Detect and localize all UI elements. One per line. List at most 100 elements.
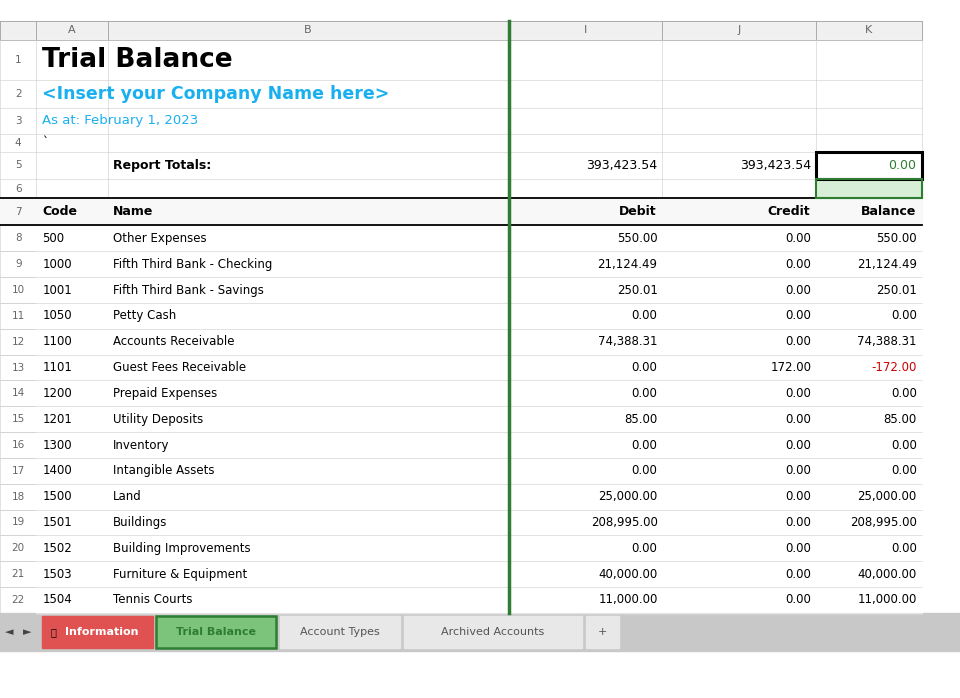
Polygon shape (0, 510, 922, 535)
Text: 11,000.00: 11,000.00 (857, 593, 917, 607)
Text: 1504: 1504 (42, 593, 72, 607)
Text: 0.00: 0.00 (891, 542, 917, 555)
Polygon shape (0, 108, 922, 134)
Polygon shape (0, 561, 922, 587)
Polygon shape (0, 355, 922, 380)
Polygon shape (0, 613, 960, 651)
Text: 0.00: 0.00 (632, 309, 658, 322)
Polygon shape (0, 40, 922, 80)
Polygon shape (36, 380, 922, 406)
Text: 1100: 1100 (42, 335, 72, 348)
Bar (816, 152, 922, 179)
Text: 0.00: 0.00 (632, 542, 658, 555)
Text: 1502: 1502 (42, 542, 72, 555)
Text: 13: 13 (12, 362, 25, 373)
Polygon shape (0, 587, 922, 613)
Text: Inventory: Inventory (113, 438, 170, 452)
Polygon shape (0, 179, 922, 198)
Text: ◄: ◄ (6, 627, 13, 637)
Text: 22: 22 (12, 595, 25, 605)
Text: 6: 6 (15, 184, 21, 193)
Text: 3: 3 (15, 116, 21, 126)
Text: Balance: Balance (860, 205, 916, 218)
Polygon shape (36, 587, 922, 613)
Polygon shape (816, 179, 922, 198)
Polygon shape (36, 484, 922, 510)
Text: Name: Name (113, 205, 154, 218)
Polygon shape (586, 616, 619, 648)
Text: 550.00: 550.00 (876, 232, 917, 245)
Text: 500: 500 (42, 232, 64, 245)
Polygon shape (0, 380, 922, 406)
Text: 11: 11 (12, 311, 25, 321)
Polygon shape (36, 329, 922, 355)
Polygon shape (0, 406, 922, 432)
Text: 21: 21 (12, 569, 25, 579)
Text: 1501: 1501 (42, 516, 72, 529)
Text: 172.00: 172.00 (770, 361, 811, 374)
Polygon shape (36, 277, 922, 303)
Text: 1300: 1300 (42, 438, 72, 452)
Text: 0.00: 0.00 (785, 413, 811, 426)
Text: ►: ► (23, 627, 31, 637)
Text: Credit: Credit (768, 205, 810, 218)
Text: 0.00: 0.00 (888, 159, 916, 172)
Text: 1200: 1200 (42, 387, 72, 400)
Bar (156, 616, 276, 648)
Polygon shape (0, 329, 922, 355)
Polygon shape (816, 152, 922, 179)
Text: `: ` (42, 136, 48, 149)
Text: Building Improvements: Building Improvements (113, 542, 251, 555)
Polygon shape (36, 406, 922, 432)
Text: 85.00: 85.00 (883, 413, 917, 426)
Polygon shape (0, 80, 922, 108)
Text: 1400: 1400 (42, 464, 72, 477)
Text: 0.00: 0.00 (891, 464, 917, 477)
Text: Report Totals:: Report Totals: (113, 159, 211, 172)
Text: 0.00: 0.00 (785, 283, 811, 297)
Polygon shape (0, 225, 922, 251)
Text: I: I (584, 25, 588, 35)
Text: 0.00: 0.00 (785, 593, 811, 607)
Polygon shape (36, 535, 922, 561)
Text: 40,000.00: 40,000.00 (598, 567, 658, 581)
Polygon shape (36, 225, 922, 251)
Polygon shape (0, 484, 922, 510)
Text: 0.00: 0.00 (785, 464, 811, 477)
Text: 0.00: 0.00 (785, 232, 811, 245)
Text: 85.00: 85.00 (624, 413, 658, 426)
Polygon shape (404, 616, 582, 648)
Text: 393,423.54: 393,423.54 (587, 159, 658, 172)
Polygon shape (0, 152, 922, 179)
Text: 0.00: 0.00 (785, 567, 811, 581)
Text: 0.00: 0.00 (891, 309, 917, 322)
Text: 0.00: 0.00 (785, 258, 811, 271)
Text: Trial Balance: Trial Balance (177, 627, 256, 637)
Polygon shape (0, 198, 922, 225)
Text: +: + (598, 627, 607, 637)
Text: 15: 15 (12, 414, 25, 424)
Text: B: B (304, 25, 312, 35)
Polygon shape (36, 355, 922, 380)
Text: 21,124.49: 21,124.49 (597, 258, 658, 271)
Text: 1001: 1001 (42, 283, 72, 297)
Text: Prepaid Expenses: Prepaid Expenses (113, 387, 218, 400)
Text: 0.00: 0.00 (785, 387, 811, 400)
Text: 1503: 1503 (42, 567, 72, 581)
Text: 25,000.00: 25,000.00 (598, 490, 658, 503)
Text: Information: Information (65, 627, 139, 637)
Text: 17: 17 (12, 466, 25, 476)
Text: 250.01: 250.01 (616, 283, 658, 297)
Text: Account Types: Account Types (300, 627, 380, 637)
Text: Debit: Debit (619, 205, 657, 218)
Polygon shape (0, 458, 922, 484)
Text: 0.00: 0.00 (632, 438, 658, 452)
Text: 208,995.00: 208,995.00 (590, 516, 658, 529)
Text: 11,000.00: 11,000.00 (598, 593, 658, 607)
Text: <Insert your Company Name here>: <Insert your Company Name here> (42, 84, 390, 103)
Polygon shape (0, 303, 922, 329)
Text: 0.00: 0.00 (785, 516, 811, 529)
Text: Fifth Third Bank - Checking: Fifth Third Bank - Checking (113, 258, 273, 271)
Text: 0.00: 0.00 (785, 309, 811, 322)
Bar (816, 179, 922, 198)
